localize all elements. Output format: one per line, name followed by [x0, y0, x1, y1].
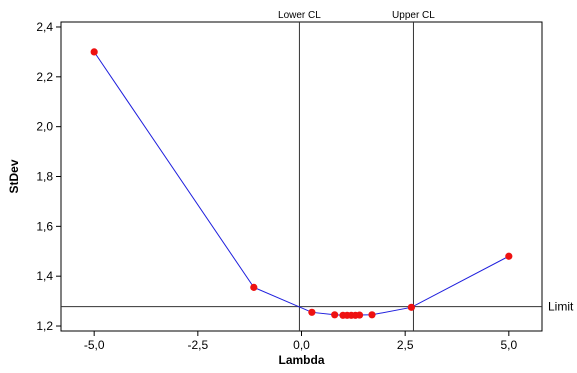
y-tick-label: 2,0 [36, 120, 53, 134]
data-point [331, 311, 339, 319]
y-axis-title: StDev [7, 159, 21, 193]
labels: Lambda StDev -5,0 -2,5 0,0 2,5 5,0 1,2 1,4 1,6 1… [7, 10, 574, 367]
x-tick-label: 2,5 [397, 338, 414, 352]
cl-label: Upper CL [392, 10, 435, 21]
axes [56, 21, 543, 336]
x-axis-title: Lambda [278, 353, 324, 367]
y-tick-label: 2,4 [36, 20, 53, 34]
data-point [355, 311, 364, 319]
y-tick-label: 2,2 [36, 70, 53, 84]
data-point [407, 303, 415, 311]
y-tick-label: 1,8 [36, 170, 53, 184]
y-tick-label: 1,6 [36, 219, 53, 233]
data-point [505, 252, 513, 260]
x-tick-label: 0,0 [293, 338, 310, 352]
plot-frame [60, 21, 543, 332]
data-point [368, 311, 376, 319]
reference-lines [61, 22, 542, 331]
series [90, 48, 513, 319]
data-point [250, 283, 258, 291]
x-tick-label: -5,0 [84, 338, 105, 352]
data-point [90, 48, 98, 56]
x-tick-label: 5,0 [500, 338, 517, 352]
data-point [308, 308, 316, 316]
series-line [93, 51, 510, 316]
y-tick-label: 1,4 [36, 269, 53, 283]
x-tick-label: -2,5 [187, 338, 208, 352]
y-tick-label: 1,2 [36, 319, 53, 333]
limit-label: Limit [548, 300, 574, 314]
cl-label: Lower CL [278, 10, 321, 21]
